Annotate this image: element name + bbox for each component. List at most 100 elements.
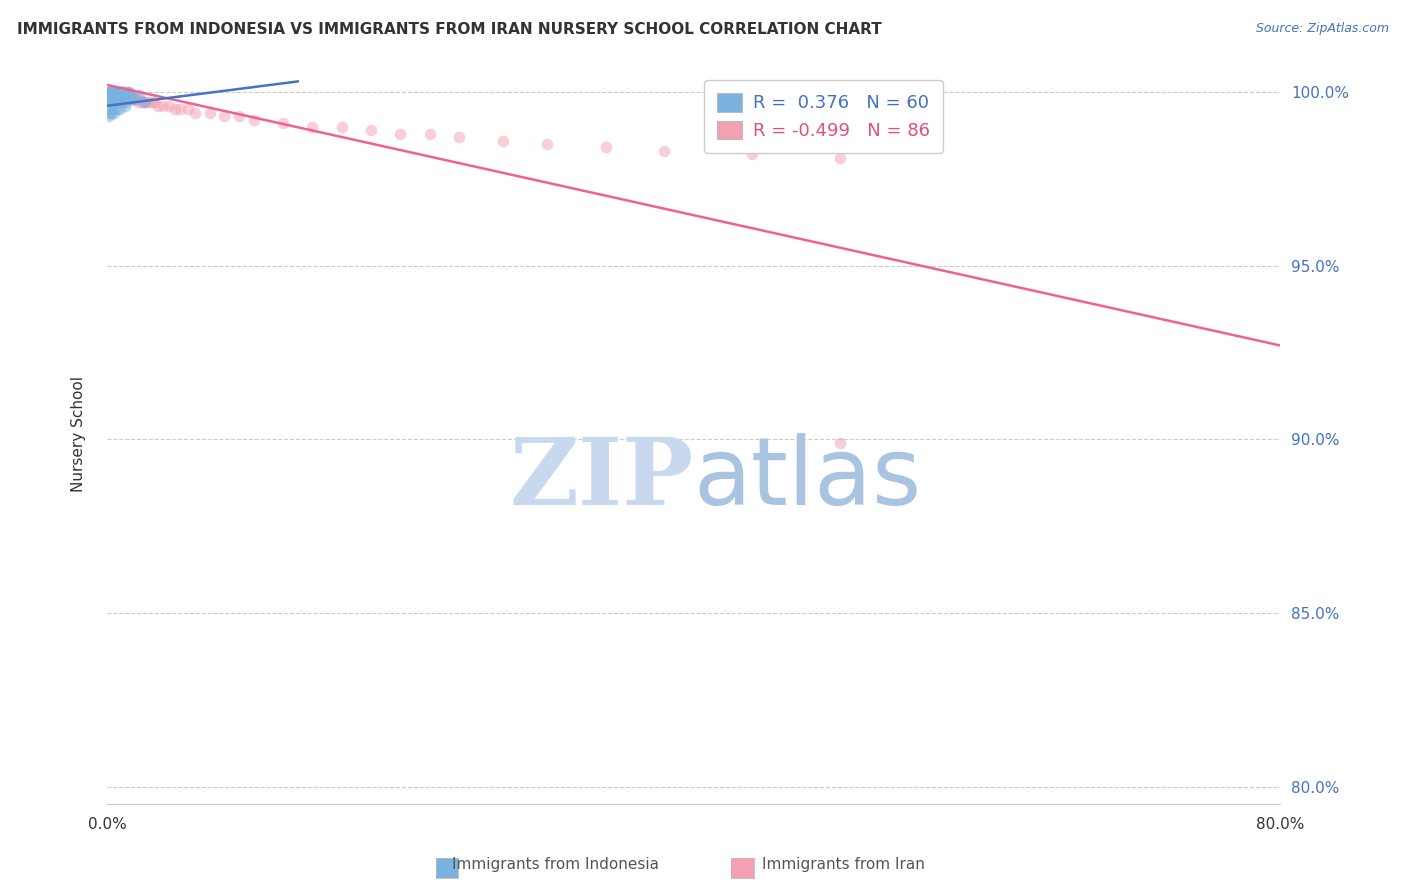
Point bbox=[112, 88, 135, 103]
Point bbox=[124, 92, 146, 106]
Point bbox=[104, 92, 127, 106]
Point bbox=[118, 92, 141, 106]
Point bbox=[125, 92, 148, 106]
Point bbox=[128, 88, 150, 103]
Point bbox=[101, 85, 124, 99]
Point bbox=[105, 95, 128, 110]
Point bbox=[128, 92, 150, 106]
Point bbox=[105, 88, 128, 103]
Point bbox=[101, 88, 124, 103]
Point bbox=[101, 85, 124, 99]
Point bbox=[115, 85, 138, 99]
Point bbox=[101, 92, 124, 106]
Point bbox=[134, 95, 156, 110]
Point bbox=[110, 88, 132, 103]
Point bbox=[98, 85, 121, 99]
Text: Immigrants from Iran: Immigrants from Iran bbox=[762, 857, 925, 872]
Point bbox=[115, 92, 138, 106]
Point bbox=[111, 85, 134, 99]
Point bbox=[111, 85, 134, 99]
Point bbox=[152, 99, 174, 113]
Point bbox=[110, 92, 132, 106]
Point bbox=[107, 95, 129, 110]
Point bbox=[169, 102, 191, 116]
Point bbox=[114, 88, 136, 103]
Point bbox=[143, 95, 166, 110]
Point bbox=[132, 95, 155, 110]
Point bbox=[97, 109, 120, 123]
Point bbox=[214, 109, 236, 123]
Point bbox=[111, 88, 134, 103]
Point bbox=[104, 85, 127, 99]
Point bbox=[360, 123, 382, 137]
Point bbox=[105, 88, 128, 103]
Point bbox=[107, 88, 129, 103]
Point bbox=[122, 88, 145, 103]
Point bbox=[136, 95, 159, 110]
Point bbox=[118, 85, 141, 99]
Point bbox=[389, 127, 412, 141]
Point bbox=[114, 99, 136, 113]
Point bbox=[595, 140, 617, 154]
Point bbox=[120, 88, 142, 103]
Point bbox=[103, 88, 125, 103]
Point bbox=[100, 85, 122, 99]
Point bbox=[100, 88, 122, 103]
Legend: R =  0.376   N = 60, R = -0.499   N = 86: R = 0.376 N = 60, R = -0.499 N = 86 bbox=[704, 80, 943, 153]
Point bbox=[100, 85, 122, 99]
Point bbox=[654, 144, 676, 158]
Point bbox=[112, 85, 135, 99]
Point bbox=[100, 95, 122, 110]
Point bbox=[101, 85, 124, 99]
Text: ZIP: ZIP bbox=[509, 434, 693, 524]
Point bbox=[101, 85, 124, 99]
Point bbox=[97, 85, 120, 99]
Point bbox=[110, 85, 132, 99]
Point bbox=[103, 85, 125, 99]
Point bbox=[228, 109, 250, 123]
Point bbox=[103, 95, 125, 110]
Point bbox=[98, 105, 121, 120]
Point bbox=[98, 85, 121, 99]
Point bbox=[104, 85, 127, 99]
Point bbox=[157, 99, 180, 113]
Point bbox=[103, 85, 125, 99]
Point bbox=[104, 88, 127, 103]
Point bbox=[112, 92, 135, 106]
Point bbox=[105, 85, 128, 99]
Point bbox=[103, 105, 125, 120]
Point bbox=[242, 112, 264, 127]
Point bbox=[107, 85, 129, 99]
Point bbox=[98, 102, 121, 116]
Point bbox=[132, 95, 155, 110]
Point bbox=[198, 105, 221, 120]
Point bbox=[117, 85, 139, 99]
Point bbox=[492, 134, 515, 148]
Point bbox=[97, 85, 120, 99]
Point bbox=[103, 88, 125, 103]
Point bbox=[419, 127, 441, 141]
Point bbox=[101, 85, 124, 99]
Point bbox=[100, 85, 122, 99]
Point bbox=[110, 102, 132, 116]
Point bbox=[148, 99, 170, 113]
Point bbox=[115, 95, 138, 110]
Point bbox=[97, 95, 120, 110]
Point bbox=[104, 88, 127, 103]
Point bbox=[98, 88, 121, 103]
Point bbox=[100, 88, 122, 103]
Point bbox=[100, 85, 122, 99]
Point bbox=[103, 88, 125, 103]
Point bbox=[114, 88, 136, 103]
Point bbox=[111, 95, 134, 110]
Point bbox=[100, 92, 122, 106]
Point bbox=[98, 95, 121, 110]
Point bbox=[107, 88, 129, 103]
Point bbox=[98, 85, 121, 99]
Point bbox=[103, 85, 125, 99]
Point bbox=[100, 88, 122, 103]
Point bbox=[101, 102, 124, 116]
Text: atlas: atlas bbox=[693, 433, 922, 524]
Point bbox=[122, 92, 145, 106]
Point bbox=[105, 88, 128, 103]
